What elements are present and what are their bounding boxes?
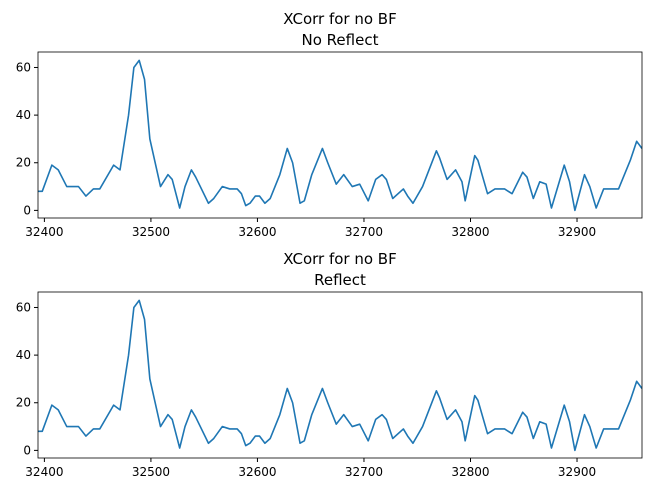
y-tick-label: 40 — [16, 108, 31, 122]
x-tick-label: 32800 — [451, 225, 489, 239]
y-tick-label: 60 — [16, 300, 31, 314]
x-tick-label: 32600 — [238, 225, 276, 239]
x-tick-label: 32500 — [132, 465, 170, 479]
x-tick-label: 32800 — [451, 465, 489, 479]
axes-frame — [37, 291, 643, 459]
x-tick-label: 32400 — [25, 465, 63, 479]
axes-frame — [37, 51, 643, 219]
x-tick-label: 32900 — [558, 225, 596, 239]
chart-title: XCorr for no BF — [283, 10, 396, 28]
chart-title: XCorr for no BF — [283, 250, 396, 268]
data-line — [38, 299, 642, 452]
chart-subtitle: No Reflect — [302, 31, 379, 49]
y-tick-label: 20 — [16, 156, 31, 170]
x-tick-label: 32600 — [238, 465, 276, 479]
x-tick-label: 32900 — [558, 465, 596, 479]
x-tick-label: 32500 — [132, 225, 170, 239]
y-tick-label: 0 — [23, 203, 31, 217]
y-tick-label: 60 — [16, 60, 31, 74]
y-tick-label: 40 — [16, 348, 31, 362]
x-tick-label: 32700 — [345, 225, 383, 239]
x-tick-label: 32700 — [345, 465, 383, 479]
x-tick-label: 32400 — [25, 225, 63, 239]
y-tick-label: 20 — [16, 396, 31, 410]
chart-subtitle: Reflect — [314, 271, 366, 289]
data-line — [38, 59, 642, 212]
y-tick-label: 0 — [23, 443, 31, 457]
